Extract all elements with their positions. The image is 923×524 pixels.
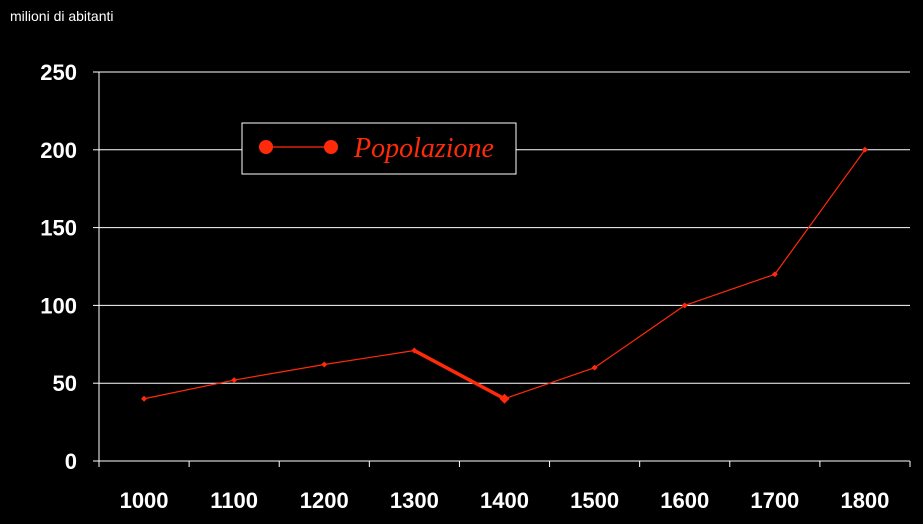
legend-marker [259, 140, 273, 154]
x-tick-label: 1100 [210, 488, 258, 513]
axes [93, 71, 911, 467]
x-tick-label: 1300 [390, 488, 439, 513]
x-tick-label: 1400 [480, 488, 529, 513]
y-axis-title: milioni di abitanti [10, 8, 114, 24]
x-tick-label: 1500 [570, 488, 619, 513]
y-tick-label: 200 [40, 138, 77, 163]
series-line-segment [143, 379, 235, 400]
data-point [321, 361, 328, 368]
series-line-segment [594, 304, 686, 369]
data-point [681, 302, 688, 309]
series-line-segment [324, 349, 415, 366]
series-line-segment [234, 363, 325, 381]
gridlines [99, 71, 910, 384]
legend: Popolazione [241, 122, 517, 175]
x-tick-label: 1600 [660, 488, 709, 513]
y-tick-label: 0 [65, 449, 77, 474]
data-point [231, 377, 238, 384]
series-line-segment [684, 273, 776, 306]
x-tick-label: 1200 [300, 488, 349, 513]
series-line-segment [504, 367, 595, 400]
data-point [141, 395, 148, 402]
legend-box [241, 122, 517, 175]
data-point [861, 146, 868, 153]
x-tick-labels: 1000 1100 1200 1300 1400 1500 1600 1700 1800 [120, 488, 890, 513]
y-tick-label: 250 [40, 60, 77, 85]
data-point [411, 347, 418, 354]
data-point [771, 271, 778, 278]
legend-label: Popolazione [353, 133, 494, 164]
y-tick-label: 50 [53, 371, 77, 396]
series-popolazione [141, 146, 868, 404]
data-point [499, 393, 510, 404]
series-line-segment [774, 149, 866, 275]
y-tick-labels: 0 50 100 150 200 250 [40, 60, 77, 474]
legend-marker [324, 140, 338, 154]
y-tick-label: 100 [40, 293, 77, 318]
x-tick-label: 1000 [120, 488, 169, 513]
x-tick-label: 1800 [840, 488, 889, 513]
x-tick-label: 1700 [750, 488, 799, 513]
data-point [591, 364, 598, 371]
y-tick-label: 150 [40, 216, 77, 241]
series-line-segment [413, 348, 506, 401]
